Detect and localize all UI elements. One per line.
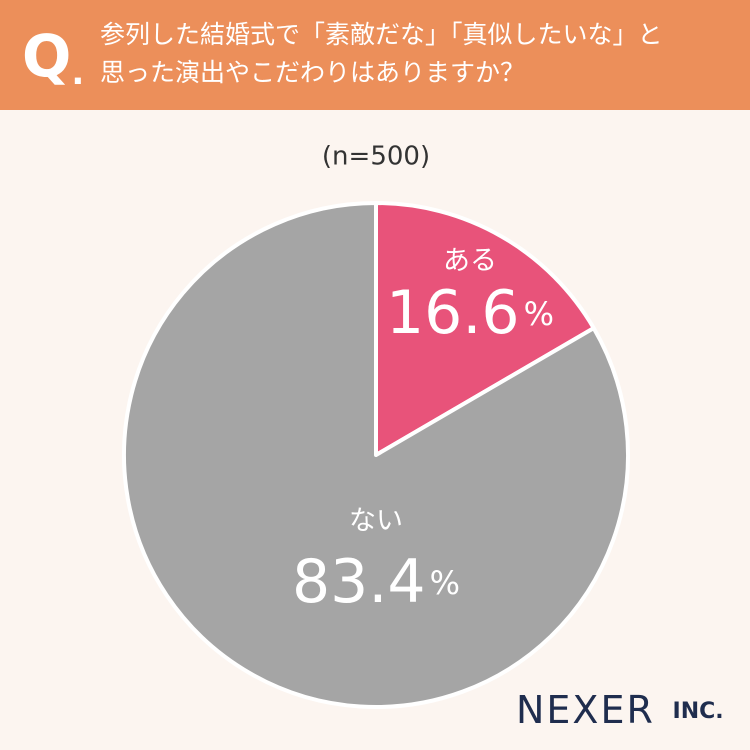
question-mark: Q. xyxy=(22,22,84,92)
category-label: ある xyxy=(443,246,497,277)
pie xyxy=(122,201,630,709)
value-number: 16.6 xyxy=(386,278,520,348)
q-letter: Q xyxy=(22,22,71,90)
value-number: 83.4 xyxy=(292,547,426,617)
header-band xyxy=(0,0,750,110)
subtitle: (n=500) xyxy=(322,142,430,172)
value-label: 16.6% xyxy=(386,278,554,348)
title-line: 参列した結婚式で「素敵だな」「真似したいな」と xyxy=(100,20,663,49)
category-label: ない xyxy=(349,506,403,537)
question-mark-text: Q. xyxy=(22,22,84,92)
pie-slice xyxy=(122,201,630,709)
logo: NEXER INC. xyxy=(516,688,724,732)
value-unit: % xyxy=(430,564,460,602)
title-line: 思った演出やこだわりはありますか？ xyxy=(100,58,525,87)
logo-sub: INC. xyxy=(665,699,724,724)
logo-text: NEXER INC. xyxy=(516,688,724,732)
value-unit: % xyxy=(524,295,554,333)
q-dot: . xyxy=(71,53,84,93)
pie-slice xyxy=(374,201,596,457)
value-label: 83.4% xyxy=(292,547,460,617)
logo-main: NEXER xyxy=(516,688,655,732)
